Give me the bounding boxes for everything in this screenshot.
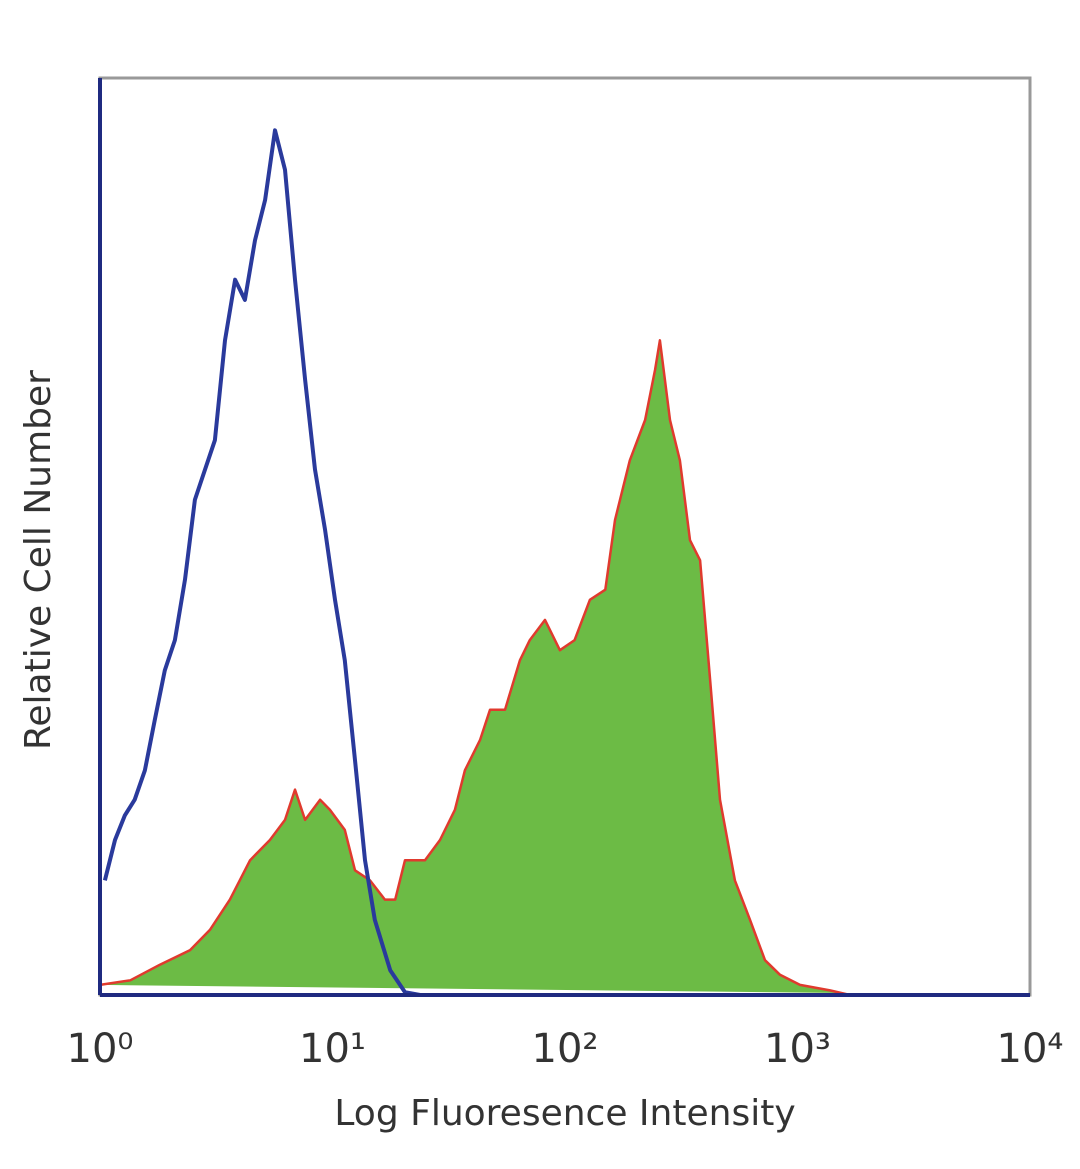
y-axis-label: Relative Cell Number [18, 370, 59, 750]
x-tick-label: 10¹ [299, 1026, 366, 1072]
x-axis-label: Log Fluoresence Intensity [334, 1093, 795, 1134]
histogram-line [102, 128, 1030, 997]
x-tick-label: 10³ [764, 1026, 831, 1072]
plot-area [99, 128, 1030, 997]
x-tick-label: 10² [532, 1026, 599, 1072]
x-tick-label: 10⁰ [67, 1026, 134, 1072]
filled-histogram [99, 339, 1030, 997]
x-tick-label: 10⁴ [997, 1026, 1064, 1072]
